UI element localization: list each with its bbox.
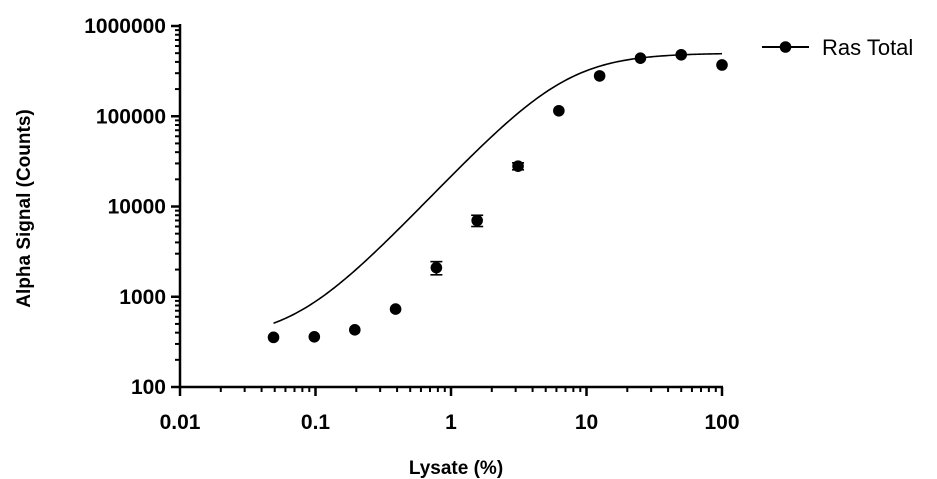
x-tick-label: 0.01 (160, 411, 201, 434)
data-point (675, 48, 688, 61)
data-point (471, 214, 483, 227)
x-tick-label: 10 (575, 411, 598, 434)
data-point (430, 261, 443, 274)
y-tick-label: 100 (131, 376, 166, 399)
y-axis-ticks: 100 1000 10000 100000 1000000 (84, 15, 180, 399)
legend: Ras Total (762, 35, 913, 60)
y-tick-label: 10000 (108, 196, 166, 219)
data-point (389, 303, 402, 315)
x-tick-label: 100 (704, 411, 739, 434)
data-point (716, 59, 728, 71)
y-tick-label: 100000 (96, 105, 166, 128)
y-tick-label: 1000000 (84, 15, 166, 38)
axes-layer: 0.01 0.1 1 10 100 100 1000 10000 100000 1000000 (84, 15, 739, 434)
fit-curve (273, 52, 723, 325)
y-axis-title: Alpha Signal (Counts) (14, 109, 35, 307)
fit-curve-layer (273, 52, 723, 325)
legend-label-ras-total: Ras Total (822, 35, 913, 60)
x-tick-label: 0.1 (301, 411, 331, 434)
data-point (267, 331, 280, 344)
x-axis-ticks: 0.01 0.1 1 10 100 (160, 387, 740, 434)
data-point (348, 324, 361, 336)
data-point (512, 160, 524, 172)
data-point (308, 330, 321, 343)
data-points-layer (267, 48, 728, 344)
x-tick-label: 1 (445, 411, 457, 434)
data-point (634, 52, 647, 64)
x-axis-title: Lysate (%) (409, 458, 503, 479)
legend-marker (779, 41, 792, 53)
y-tick-label: 1000 (119, 286, 166, 309)
data-point (593, 70, 606, 82)
data-point (553, 104, 565, 117)
